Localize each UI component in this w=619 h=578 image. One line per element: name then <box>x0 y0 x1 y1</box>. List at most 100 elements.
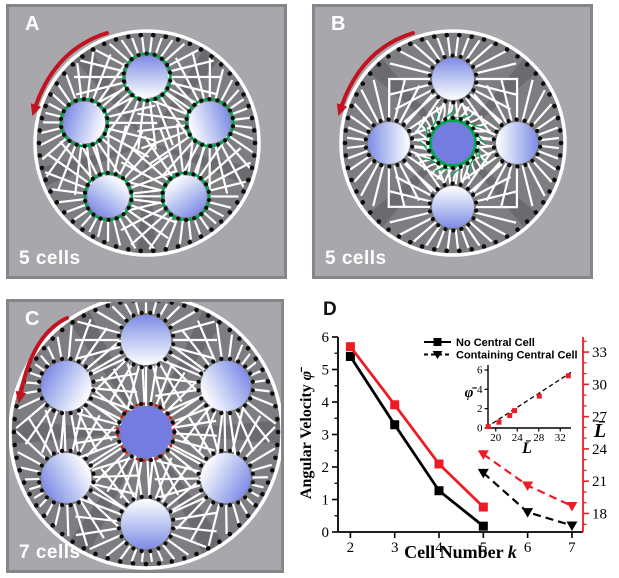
cell <box>58 97 110 149</box>
marker-square <box>434 486 444 496</box>
x-tick-label: 2 <box>347 540 355 556</box>
inset-x-tick-label: 32 <box>555 432 566 444</box>
y-left-tick-label: 1 <box>322 493 330 509</box>
legend-label: No Central Cell <box>456 337 535 349</box>
y-right-tick-label: 33 <box>592 345 607 361</box>
x-tick-label: 4 <box>435 540 443 556</box>
cell-body <box>87 175 130 218</box>
y-left-tick-label: 0 <box>322 525 330 541</box>
inset-x-tick-label: 20 <box>490 432 502 444</box>
cell-body <box>200 453 251 503</box>
cell <box>427 53 479 105</box>
x-tick-label: 5 <box>480 540 488 556</box>
marker-square <box>345 352 355 361</box>
inset-marker <box>496 419 502 425</box>
y-left-tick-label: 4 <box>322 395 330 411</box>
inset-trend-line <box>485 371 572 429</box>
inset-x-tick-label: 28 <box>533 432 545 444</box>
cell-body <box>164 175 207 218</box>
inset-x-axis-title: L̄ <box>521 439 532 457</box>
marker-square <box>478 502 488 512</box>
cell-body <box>63 101 106 144</box>
cell <box>184 97 236 149</box>
y-right-tick-label: 21 <box>592 474 607 490</box>
panel-c-caption: 7 cells <box>19 542 81 563</box>
x-axis-title: Cell Number k <box>404 542 517 562</box>
y-right-tick-label: 30 <box>592 377 607 393</box>
x-tick-label: 6 <box>524 540 532 556</box>
cell <box>116 310 176 370</box>
panel-d-label: D <box>323 299 337 320</box>
panel-a-label: A <box>25 13 40 35</box>
series <box>345 342 578 531</box>
rotation-arrow <box>15 316 69 404</box>
membrane-dots <box>36 32 258 254</box>
arrowhead <box>30 103 42 116</box>
panel-b-caption: 5 cells <box>325 248 387 269</box>
panel-d: D 0 1 2 3 4 5 6 2 3 4 5 6 7 18 21 24 27 30 33 Angular Veloc… <box>293 293 619 578</box>
arrowhead <box>15 390 27 404</box>
green-ring <box>429 119 477 167</box>
cell-body <box>41 453 92 503</box>
marker-triangle-down <box>522 481 534 492</box>
cell-body <box>432 186 474 228</box>
y-right-tick-label: 18 <box>592 506 607 522</box>
y-left-tick-label: 5 <box>322 363 330 379</box>
inset-marker <box>485 424 491 430</box>
marker-triangle-down <box>566 501 578 512</box>
cell-body <box>188 101 231 144</box>
colony-diagram-5-cells <box>30 29 261 257</box>
colony-diagram-5-cells-central <box>336 29 567 257</box>
inset-y-tick-label: 6 <box>477 365 483 377</box>
y-right-tick-label: 24 <box>592 442 608 458</box>
inset-marker <box>512 408 518 414</box>
cell <box>121 51 173 103</box>
inset-marker <box>536 393 542 399</box>
inset-y-tick-label: 2 <box>477 403 483 415</box>
legend-label: Containing Central Cell <box>456 350 578 362</box>
panel-a-caption: 5 cells <box>19 248 81 269</box>
inset-marker <box>507 412 513 418</box>
membrane-dots <box>11 302 281 567</box>
panel-b: B 5 cells <box>312 4 593 279</box>
marker-square <box>478 521 488 531</box>
central-cell-body <box>120 406 172 458</box>
radial-spokes <box>40 36 254 250</box>
inset-y-tick-label: 0 <box>477 423 483 435</box>
cell <box>37 448 96 508</box>
marker-square <box>390 420 400 430</box>
marker-square <box>390 400 400 410</box>
panel-a: A 5 cells <box>6 4 287 279</box>
colony-diagram-7-cells <box>9 302 281 570</box>
cell-body <box>41 361 92 411</box>
cell <box>37 356 96 416</box>
cell <box>82 170 134 222</box>
x-tick-label: 3 <box>391 540 399 556</box>
marker-triangle-down <box>477 450 489 460</box>
series-line <box>349 355 485 528</box>
y-left-axis-title: Angular Velocity φ̄ <box>298 367 315 499</box>
cell-body <box>126 56 168 98</box>
arrowhead <box>336 103 348 116</box>
cell <box>116 494 176 554</box>
cell <box>196 356 255 416</box>
cell <box>491 117 543 169</box>
marker-square <box>345 342 355 352</box>
panel-c: C 7 cells <box>6 299 284 573</box>
inset-y-axis-title: φ̄ <box>465 385 478 401</box>
inset-y-tick-label: 4 <box>477 384 483 396</box>
y-right-tick-label: 27 <box>592 410 608 426</box>
series-line <box>482 453 573 507</box>
y-left-tick-label: 3 <box>322 428 330 444</box>
marker-triangle-down <box>566 521 578 531</box>
central-cell <box>115 401 177 463</box>
inset-marker <box>565 373 571 379</box>
cell-body <box>432 58 474 100</box>
series-line <box>349 345 485 509</box>
central-cell-body <box>432 122 474 164</box>
